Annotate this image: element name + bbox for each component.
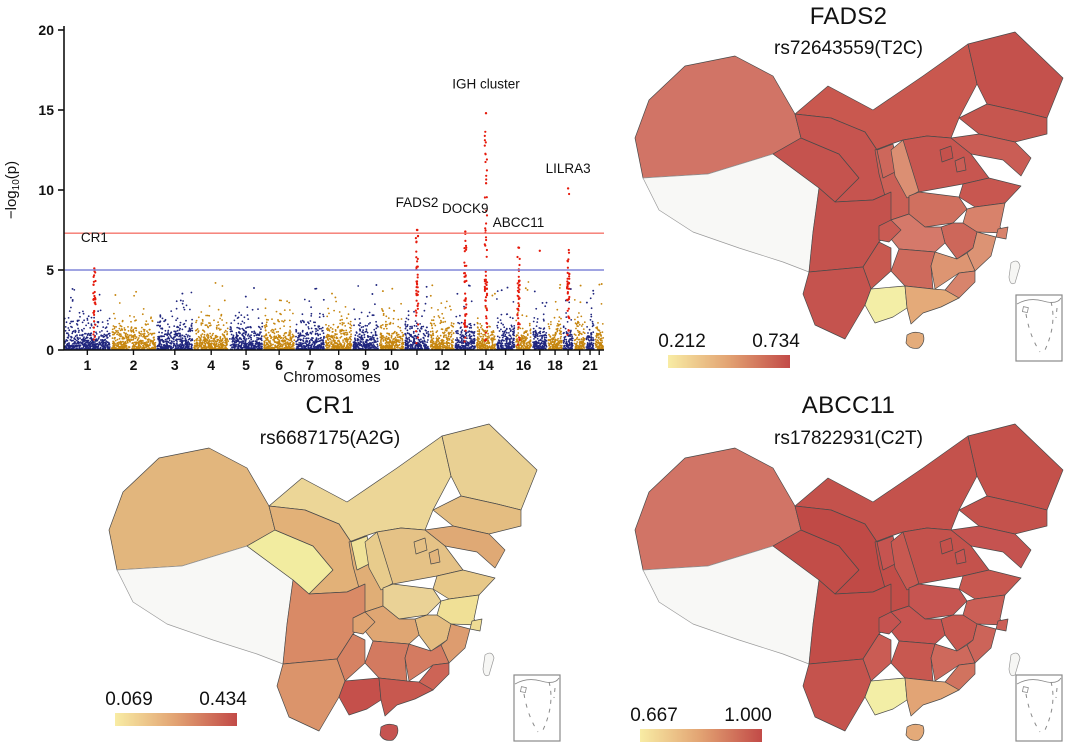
province-guangxi — [864, 285, 908, 324]
province-tianjin — [428, 548, 441, 565]
gene-label-igh-cluster: IGH cluster — [452, 76, 520, 91]
province-henan — [908, 583, 968, 620]
legend-min-label: 0.069 — [105, 689, 153, 710]
map-title: CR1 — [305, 392, 355, 419]
province-taiwan — [1008, 652, 1021, 677]
province-beijing — [939, 145, 954, 163]
province-beijing — [413, 537, 428, 555]
province-guangdong — [904, 285, 960, 325]
colorbar-gradient — [668, 355, 790, 368]
map-panel-abcc11: ABCC11 rs17822931(C2T) — [620, 390, 1077, 754]
province-shanghai — [995, 618, 1009, 632]
province-shanghai — [469, 618, 483, 632]
gene-label-fads2: FADS2 — [396, 195, 439, 210]
province-guangxi — [864, 677, 908, 716]
colorbar-gradient — [115, 713, 237, 726]
x-axis-label: Chromosomes — [283, 369, 381, 386]
province-guangxi — [338, 677, 382, 716]
colorbar-gradient — [640, 729, 762, 742]
legend-min-label: 0.212 — [658, 331, 706, 352]
gene-label-abcc11: ABCC11 — [493, 215, 545, 230]
province-fujian — [944, 662, 976, 691]
province-chongqing — [878, 219, 902, 243]
china-choropleth — [634, 31, 1064, 349]
province-guangdong — [378, 677, 434, 717]
province-henan — [382, 583, 442, 620]
province-hunan — [890, 640, 936, 682]
legend-max-label: 0.434 — [199, 689, 247, 710]
province-chongqing — [352, 611, 376, 635]
province-liaoning — [950, 525, 1032, 569]
province-heilongjiang — [441, 423, 538, 511]
province-heilongjiang — [967, 31, 1064, 119]
province-taiwan — [1008, 260, 1021, 285]
colorbar-legend: 0.212 0.734 — [658, 331, 800, 368]
gene-label-cr1: CR1 — [81, 230, 108, 245]
province-beijing — [939, 537, 954, 555]
map-snp-subtitle: rs17822931(C2T) — [774, 428, 923, 449]
province-yunnan — [802, 658, 872, 732]
china-choropleth — [634, 423, 1064, 741]
gene-label-dock9: DOCK9 — [442, 201, 489, 216]
map-panel-cr1: CR1 rs6687175(A2G) — [85, 390, 575, 754]
province-fujian — [418, 662, 450, 691]
manhattan-panel: 0 5 10 15 20 1 2 3 4 5 6 7 8 9 10 12 14 16 18 21 CR1 FADS2 DO… — [0, 0, 620, 390]
province-tianjin — [954, 548, 967, 565]
province-hainan — [379, 723, 399, 741]
y-axis-label: −log10(p) — [3, 161, 22, 219]
colorbar-legend: 0.069 0.434 — [105, 689, 247, 726]
south-china-sea-inset — [513, 674, 561, 742]
map-snp-subtitle: rs72643559(T2C) — [774, 38, 923, 59]
south-china-sea-inset — [1015, 294, 1063, 362]
province-hunan — [364, 640, 410, 682]
map-panel-fads2: FADS2 rs72643559(T2C) — [620, 0, 1077, 390]
province-tianjin — [954, 156, 967, 173]
colorbar-legend: 0.667 1.000 — [630, 705, 772, 742]
china-choropleth — [108, 423, 538, 741]
province-chongqing — [878, 611, 902, 635]
map-snp-subtitle: rs6687175(A2G) — [259, 428, 401, 449]
legend-max-label: 1.000 — [724, 705, 772, 726]
province-guangdong — [904, 677, 960, 717]
province-liaoning — [424, 525, 506, 569]
province-yunnan — [802, 266, 872, 340]
province-hainan — [905, 331, 925, 349]
province-liaoning — [950, 133, 1032, 177]
province-heilongjiang — [967, 423, 1064, 511]
province-taiwan — [482, 652, 495, 677]
south-china-sea-inset — [1015, 674, 1063, 742]
gene-label-lilra3: LILRA3 — [546, 161, 591, 176]
legend-max-label: 0.734 — [752, 331, 800, 352]
province-yunnan — [276, 658, 346, 732]
province-hainan — [905, 723, 925, 741]
province-fujian — [944, 270, 976, 299]
map-title: FADS2 — [809, 3, 888, 30]
province-hunan — [890, 248, 936, 290]
map-title: ABCC11 — [801, 392, 896, 419]
province-shanghai — [995, 226, 1009, 240]
legend-min-label: 0.667 — [630, 705, 678, 726]
province-henan — [908, 191, 968, 228]
